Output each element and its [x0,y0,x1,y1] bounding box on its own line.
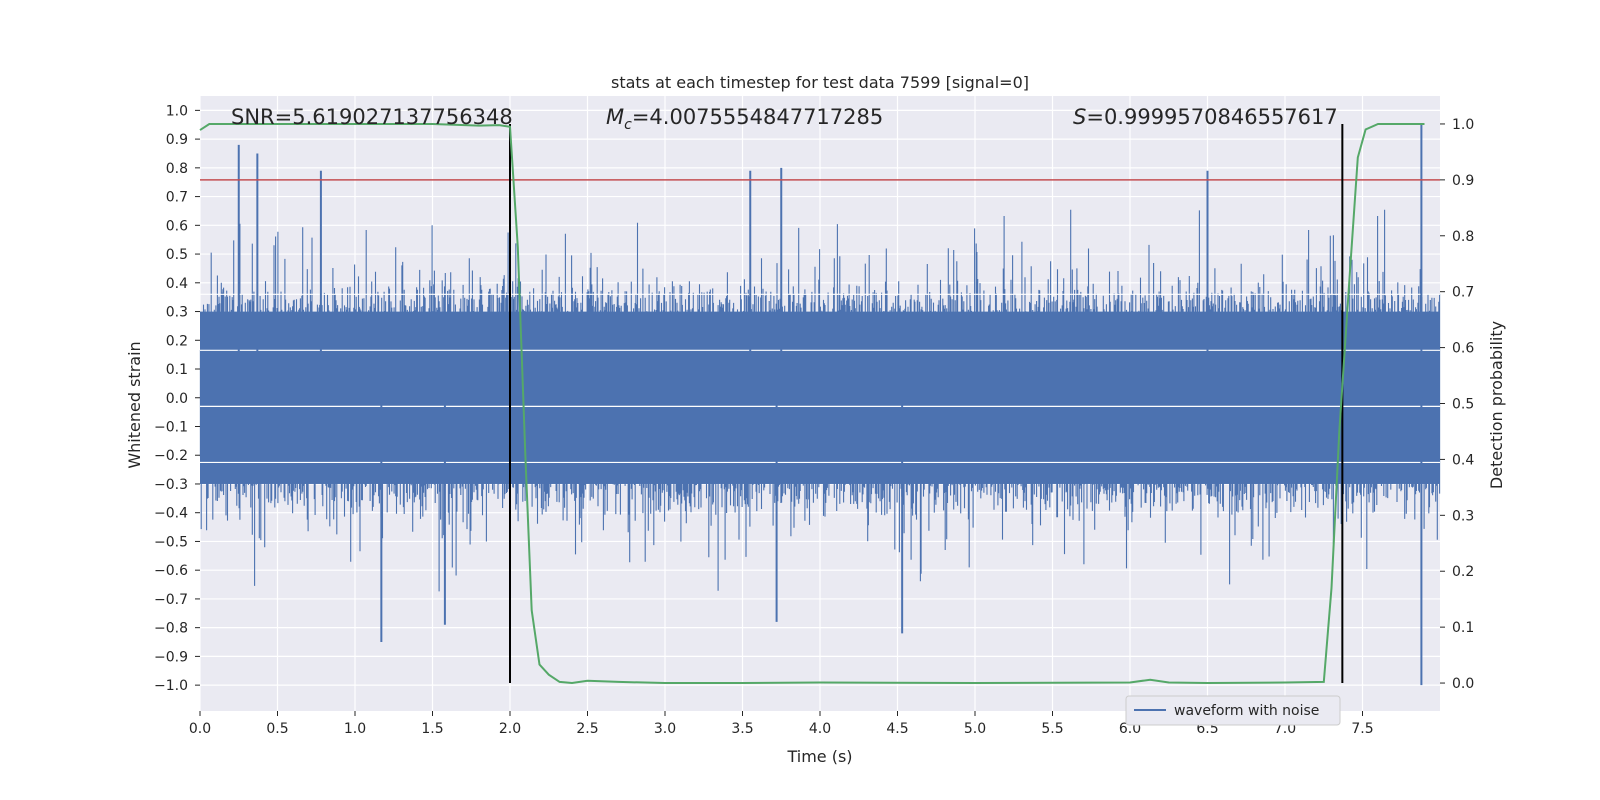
chart-title: stats at each timestep for test data 759… [611,73,1029,92]
y2-tick-label: 1.0 [1452,117,1474,133]
y2-tick-label: 0.0 [1452,676,1474,692]
chirp-mass-subscript: c [624,117,632,133]
y-tick-label: −0.2 [154,448,188,464]
waveform-core [200,311,1440,484]
x-tick-label: 2.5 [576,721,598,737]
y-tick-label: −0.3 [154,477,188,493]
y2-tick-label: 0.9 [1452,173,1474,189]
y-tick-label: −0.4 [154,506,188,522]
y-tick-label: −0.9 [154,649,188,665]
x-axis-label: Time (s) [786,747,852,766]
y-axis-ticks: 1.0 0.9 0.8 0.7 0.6 0.5 0.4 0.3 0.2 0.1 0.0 −0.1 −0.… [154,103,200,694]
y2-tick-label: 0.5 [1452,397,1474,413]
x-tick-label: 1.5 [421,721,443,737]
x-tick-label: 5.5 [1041,721,1063,737]
y-tick-label: 0.6 [166,218,188,234]
y-tick-label: 1.0 [166,103,188,119]
y-tick-label: −0.1 [154,419,188,435]
y-tick-label: −1.0 [154,678,188,694]
score-value: =0.9999570846557617 [1086,105,1337,129]
x-tick-label: 3.5 [731,721,753,737]
y2-tick-label: 0.3 [1452,508,1474,524]
y-tick-label: −0.5 [154,534,188,550]
y-tick-label: −0.8 [154,621,188,637]
waveform-series [199,124,1441,686]
y-tick-label: 0.5 [166,247,188,263]
y-tick-label: −0.6 [154,563,188,579]
y2-tick-label: 0.8 [1452,229,1474,245]
score-symbol: S [1073,105,1086,129]
y-tick-label: 0.3 [166,305,188,321]
x-tick-label: 4.0 [809,721,831,737]
chirp-mass-symbol: M [606,105,624,129]
x-tick-label: 0.5 [266,721,288,737]
y-tick-label: 0.9 [166,132,188,148]
y-tick-label: 0.7 [166,190,188,206]
y2-tick-label: 0.1 [1452,620,1474,636]
x-tick-label: 2.0 [499,721,521,737]
y2-tick-label: 0.2 [1452,564,1474,580]
y-axis-label: Whitened strain [125,341,144,468]
chirp-mass-value: =4.0075554847717285 [632,105,883,129]
legend: waveform with noise [1125,695,1341,726]
y2-tick-label: 0.7 [1452,285,1474,301]
chirp-mass-annotation: Mc=4.0075554847717285 [606,105,883,133]
y-tick-label: 0.0 [166,391,188,407]
y-tick-label: 0.8 [166,161,188,177]
legend-label: waveform with noise [1174,703,1319,719]
x-tick-label: 4.5 [886,721,908,737]
x-tick-label: 7.5 [1351,721,1373,737]
x-tick-label: 3.0 [654,721,676,737]
y-tick-label: 0.2 [166,333,188,349]
y2-tick-label: 0.4 [1452,452,1474,468]
legend-box [1125,695,1341,726]
x-axis-ticks: 0.0 0.5 1.0 1.5 2.0 2.5 3.0 3.5 4.0 4.5 5.0 5.5 6.0 6… [189,711,1374,737]
y2-axis-ticks: 1.0 0.9 0.8 0.7 0.6 0.5 0.4 0.3 0.2 0.1 0.0 [1440,117,1474,692]
y-tick-label: 0.4 [166,276,188,292]
y2-axis-label: Detection probability [1487,321,1506,489]
y-tick-label: −0.7 [154,592,188,608]
vertical-markers [509,123,1344,684]
probability-line [199,123,1425,685]
x-tick-label: 0.0 [189,721,211,737]
score-annotation: S=0.9999570846557617 [1073,105,1338,129]
snr-annotation: SNR=5.619027137756348 [231,105,513,129]
y2-tick-label: 0.6 [1452,341,1474,357]
x-tick-label: 5.0 [964,721,986,737]
x-tick-label: 1.0 [344,721,366,737]
y-tick-label: 0.1 [166,362,188,378]
